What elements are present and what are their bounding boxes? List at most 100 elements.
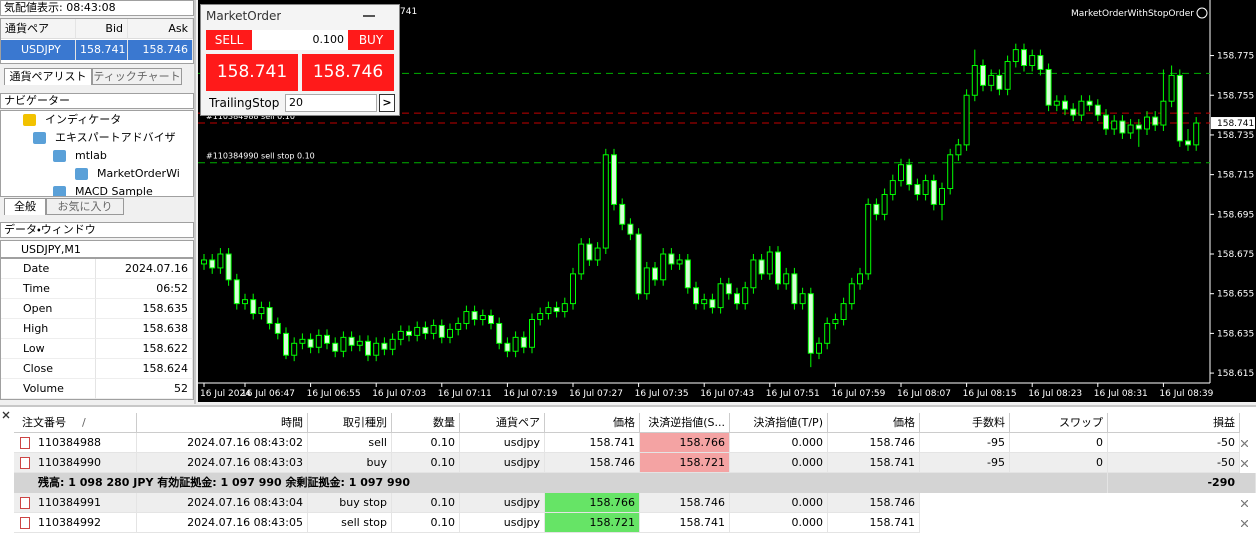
close-order[interactable] <box>1241 520 1248 527</box>
data-cell: 2024.07.16 <box>96 259 193 279</box>
go-button[interactable]: > <box>379 94 395 112</box>
data-cell: 158.622 <box>96 339 193 359</box>
candle-body <box>807 293 814 354</box>
table-cell: 158.721 <box>545 513 640 533</box>
candle-body <box>1119 120 1126 134</box>
tab[interactable]: 全般 <box>4 198 46 215</box>
candle-body <box>684 259 691 289</box>
chart-title: 741 <box>400 7 417 17</box>
bid-button[interactable]: 158.741 <box>206 54 298 91</box>
quote-cell[interactable]: USDJPY <box>1 40 76 60</box>
tab[interactable]: ティックチャート <box>92 68 182 85</box>
tree-item[interactable]: MarketOrderWi <box>97 167 180 180</box>
x-tick-label: 16 Jul 06:55 <box>307 389 361 399</box>
data-cell: 158.638 <box>96 319 193 339</box>
expert-name: MarketOrderWithStopOrder <box>1071 9 1194 19</box>
table-cell: 110384988 <box>14 433 137 453</box>
tree-item[interactable]: MACD Sample <box>75 185 153 197</box>
column-header: 通貨ペア <box>460 413 545 433</box>
candle-body <box>455 322 462 330</box>
navigator-title: ナビゲーター <box>0 93 194 109</box>
candle-body <box>479 315 486 320</box>
sort-indicator: / <box>82 416 86 429</box>
quote-cell[interactable]: 158.741 <box>76 40 128 60</box>
candle-body <box>865 203 872 275</box>
current-price-box <box>1211 117 1255 130</box>
table-cell: 158.746 <box>828 493 920 513</box>
candle-body <box>356 340 363 346</box>
column-header: 価格 <box>828 413 920 433</box>
market-watch-table: 通貨ペア Bid Ask USDJPY 158.741 158.746 <box>0 18 194 64</box>
tab[interactable]: お気に入り <box>46 198 124 215</box>
column-header: スワップ <box>1010 413 1108 433</box>
balance-profit: -290 <box>1108 473 1256 493</box>
column-header: Bid <box>76 19 128 39</box>
tree-item[interactable]: mtlab <box>75 149 107 162</box>
column-header: 価格 <box>545 413 640 433</box>
x-tick-label: 16 Jul 07:11 <box>438 389 492 399</box>
candle-body <box>414 326 421 336</box>
candle-body <box>602 154 609 249</box>
data-cell: Low <box>1 339 96 359</box>
ask-button[interactable]: 158.746 <box>302 54 394 91</box>
close-icon[interactable] <box>2 411 10 419</box>
balance-text: 残高: 1 098 280 JPY 有効証拠金: 1 097 990 余剰証拠金… <box>14 473 1108 493</box>
table-cell: 0.10 <box>392 433 460 453</box>
candle-body <box>381 342 388 350</box>
tab[interactable]: 通貨ペアリスト <box>4 68 92 85</box>
order-icon <box>20 497 30 509</box>
candle-body <box>848 283 855 305</box>
tree-icon <box>53 150 66 162</box>
table-cell: -95 <box>920 453 1010 473</box>
x-tick-label: 16 Jul 08:23 <box>1028 389 1082 399</box>
candle-body <box>619 203 626 225</box>
candle-body <box>553 307 560 313</box>
panel-title: MarketOrder <box>206 9 282 23</box>
tree-item[interactable]: エキスパートアドバイザ <box>55 131 176 144</box>
sell-button[interactable]: SELL <box>206 30 252 50</box>
lot-input[interactable]: 0.100 <box>252 30 348 50</box>
candle-body <box>586 243 593 261</box>
quote-cell[interactable]: 158.746 <box>128 40 193 60</box>
data-window-title: データ・ウィンドウ <box>0 222 194 238</box>
y-tick-label: 158.675 <box>1217 250 1254 260</box>
candle-body <box>643 267 650 295</box>
tree-icon <box>23 114 36 126</box>
candle-body <box>889 180 896 195</box>
table-cell: 0.10 <box>392 493 460 513</box>
minimize[interactable] <box>363 11 375 17</box>
candle-body <box>758 259 765 275</box>
trailing-select[interactable]: 20 <box>285 94 377 112</box>
candle-body <box>389 338 396 350</box>
close-order[interactable] <box>1241 440 1248 447</box>
left-panel: 気配値表示: 08:43:08 通貨ペア Bid Ask USDJPY 158.741 1… <box>0 0 196 404</box>
candle-body <box>742 287 749 305</box>
candle-body <box>365 340 371 356</box>
buy-button[interactable]: BUY <box>348 30 394 50</box>
table-cell: usdjpy <box>460 453 545 473</box>
close-order[interactable] <box>1241 500 1248 507</box>
candle-body <box>971 64 978 96</box>
candle-body <box>635 233 642 295</box>
candle-body <box>406 330 412 336</box>
candle-body <box>1070 108 1077 116</box>
table-cell: 110384991 <box>14 493 137 513</box>
candle-body <box>1193 122 1200 146</box>
tree-item[interactable]: インディケータ <box>45 113 122 126</box>
column-header: 時間 <box>137 413 308 433</box>
y-tick-label: 158.775 <box>1217 52 1254 62</box>
candle-body <box>1152 116 1159 126</box>
candle-body <box>980 64 986 86</box>
close-order[interactable] <box>1241 460 1248 467</box>
candle-body <box>250 299 257 315</box>
candle-body <box>963 94 970 146</box>
table-cell: 158.741 <box>828 453 920 473</box>
candle-body <box>881 193 888 215</box>
candle-body <box>274 322 281 334</box>
candle-body <box>1160 100 1167 126</box>
table-cell: 158.766 <box>640 433 730 453</box>
candle-body <box>397 330 404 340</box>
column-header: 手数料 <box>920 413 1010 433</box>
table-cell: 0 <box>1010 433 1108 453</box>
candle-body <box>299 338 306 344</box>
